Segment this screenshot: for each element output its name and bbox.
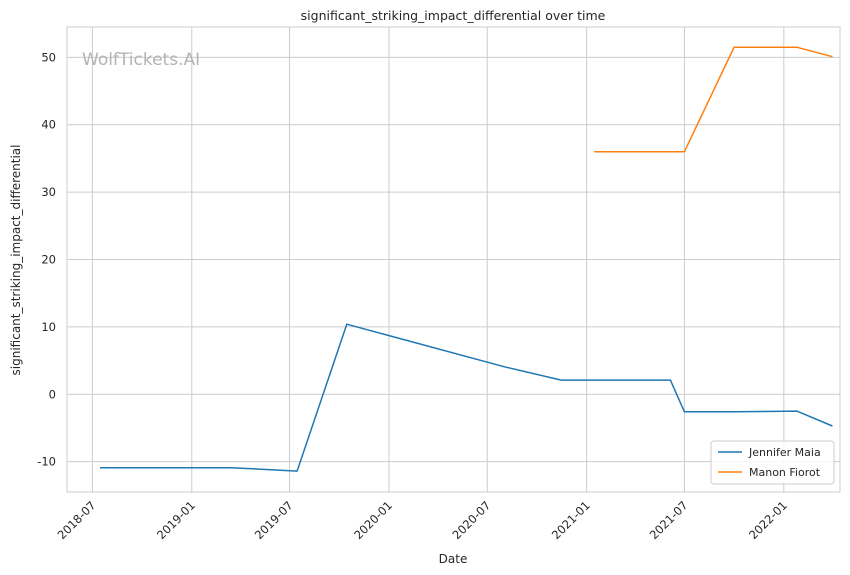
x-tick-labels: 2018-07 2019-01 2019-07 2020-01 2020-07 2021-… <box>55 498 790 542</box>
plot-frame <box>66 26 841 493</box>
x-tick-label: 2019-07 <box>252 498 296 542</box>
series-line-jennifer-maia <box>100 323 833 472</box>
y-axis-title: significant_striking_impact_differential <box>9 145 23 376</box>
y-tick-label: 50 <box>41 50 56 64</box>
series-line-manon-fiorot <box>594 46 833 153</box>
y-tick-label: 10 <box>41 320 56 334</box>
grid <box>67 27 840 492</box>
y-tick-label: 0 <box>49 387 56 401</box>
x-tick-label: 2018-07 <box>55 498 99 542</box>
x-tick-label: 2019-01 <box>154 498 198 542</box>
x-tick-label: 2020-07 <box>449 498 493 542</box>
y-tick-label: -10 <box>37 455 56 469</box>
x-tick-label: 2021-07 <box>647 498 691 542</box>
y-tick-label: 20 <box>41 253 56 267</box>
y-tick-labels: -10 0 10 20 30 40 50 <box>37 50 56 468</box>
legend: Jennifer Maia Manon Fiorot <box>710 440 835 485</box>
legend-label-manon-fiorot: Manon Fiorot <box>749 466 821 479</box>
x-tick-label: 2021-01 <box>549 498 593 542</box>
x-tick-label: 2022-01 <box>746 498 790 542</box>
x-tick-label: 2020-01 <box>351 498 395 542</box>
legend-label-jennifer-maia: Jennifer Maia <box>748 446 821 459</box>
watermark: WolfTickets.AI <box>82 50 200 70</box>
series-lines <box>100 46 833 472</box>
y-tick-label: 30 <box>41 185 56 199</box>
y-tick-label: 40 <box>41 118 56 132</box>
x-axis-title: Date <box>439 552 468 566</box>
chart-title: significant_striking_impact_differential… <box>301 8 606 23</box>
